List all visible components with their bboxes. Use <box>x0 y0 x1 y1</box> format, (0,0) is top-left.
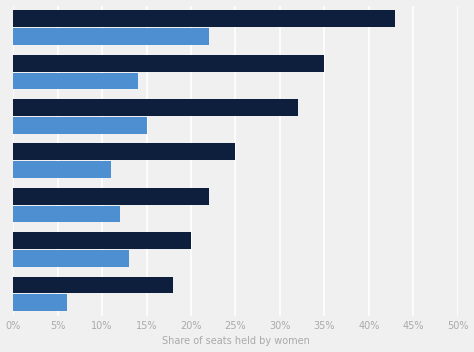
Bar <box>13 250 129 267</box>
Bar <box>13 232 191 249</box>
Bar <box>13 277 173 294</box>
Bar <box>13 294 66 311</box>
Bar <box>13 73 137 89</box>
Bar <box>13 206 120 222</box>
Bar <box>13 117 146 134</box>
Bar <box>13 55 324 72</box>
Bar <box>13 144 236 161</box>
Bar <box>13 188 209 205</box>
Bar <box>13 161 111 178</box>
Bar <box>13 11 395 27</box>
X-axis label: Share of seats held by women: Share of seats held by women <box>162 337 310 346</box>
Bar <box>13 28 209 45</box>
Bar <box>13 99 298 116</box>
